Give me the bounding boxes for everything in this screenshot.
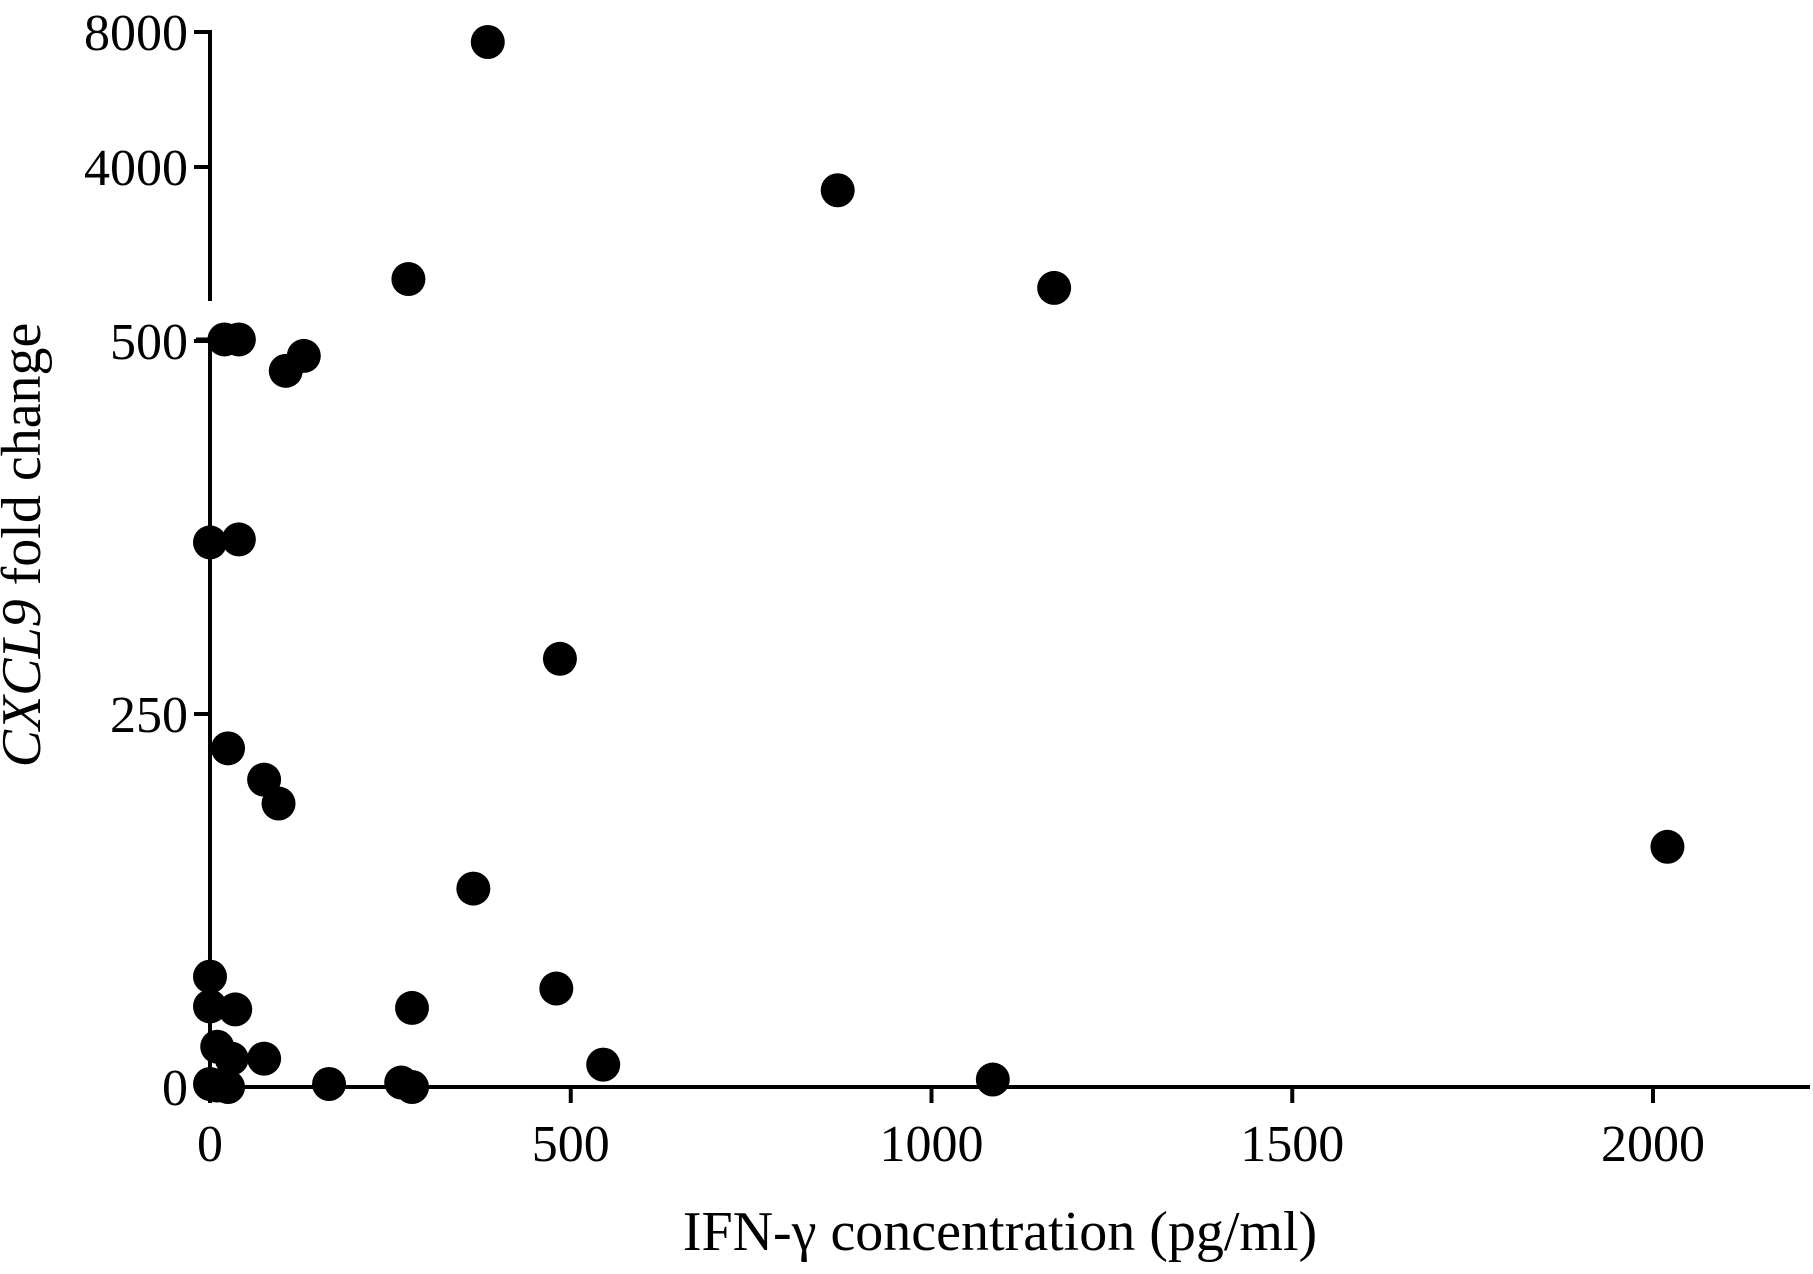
data-point bbox=[470, 24, 505, 59]
data-point bbox=[539, 971, 574, 1006]
data-point bbox=[586, 1047, 621, 1082]
data-point bbox=[247, 1041, 282, 1076]
data-point bbox=[261, 786, 296, 821]
data-point bbox=[456, 871, 491, 906]
data-point bbox=[211, 1070, 246, 1104]
data-point bbox=[542, 641, 577, 676]
axes: 0 500 1000 1500 2000 0 250 500 4000 8000 bbox=[84, 5, 1810, 1173]
data-point bbox=[975, 1062, 1010, 1097]
data-point bbox=[395, 1070, 430, 1104]
x-axis-title: IFN-γ concentration (pg/ml) bbox=[683, 1201, 1317, 1263]
data-point bbox=[221, 322, 256, 357]
y-axis-title: CXCL9 fold change bbox=[0, 323, 53, 768]
data-point bbox=[193, 959, 227, 994]
x-tick-label: 0 bbox=[197, 1116, 223, 1173]
y-tick-label: 0 bbox=[162, 1060, 188, 1117]
data-point bbox=[214, 1041, 249, 1076]
x-tick-label: 500 bbox=[532, 1116, 610, 1173]
data-point bbox=[218, 992, 253, 1027]
y-axis-title-rest: fold change bbox=[0, 323, 53, 600]
data-point bbox=[395, 990, 430, 1025]
y-tick-label: 4000 bbox=[84, 140, 188, 197]
x-tick-label: 1000 bbox=[880, 1116, 984, 1173]
data-point bbox=[268, 353, 303, 388]
data-point bbox=[193, 525, 227, 560]
data-points bbox=[193, 24, 1685, 1104]
data-point bbox=[1037, 270, 1072, 305]
data-point bbox=[391, 262, 426, 297]
data-point bbox=[312, 1067, 347, 1102]
data-point bbox=[211, 731, 246, 766]
y-tick-label: 8000 bbox=[84, 5, 188, 62]
x-tick-label: 2000 bbox=[1601, 1116, 1705, 1173]
data-point bbox=[221, 522, 256, 557]
y-axis-title-gene: CXCL9 bbox=[0, 599, 53, 767]
x-tick-label: 1500 bbox=[1240, 1116, 1344, 1173]
y-tick-label: 250 bbox=[110, 687, 188, 744]
data-point bbox=[1650, 829, 1685, 864]
data-point bbox=[193, 989, 227, 1024]
y-tick-label: 500 bbox=[110, 314, 188, 371]
data-point bbox=[820, 173, 855, 208]
